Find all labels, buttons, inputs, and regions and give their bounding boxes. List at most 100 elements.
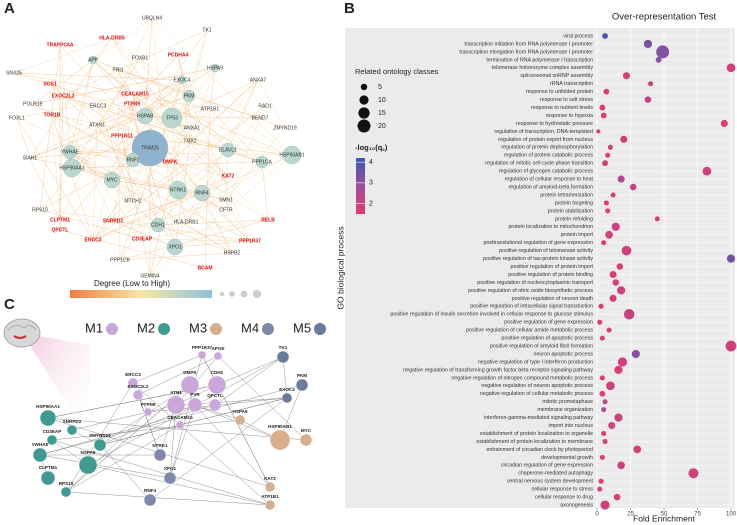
y-tick-label: positive regulation of intracellular sig… (470, 304, 593, 310)
edge (181, 79, 251, 242)
dot (602, 399, 608, 405)
node-label: PPP1R11 (111, 133, 133, 139)
edge (71, 57, 141, 169)
dot (654, 216, 660, 222)
edge (111, 37, 233, 254)
edge (217, 355, 307, 441)
y-tick-label: response to hypoxia (546, 113, 593, 119)
y-tick-label: chaperone-mediated autophagy (518, 471, 593, 477)
node (276, 350, 290, 364)
y-tick-label: axonogenesis (560, 502, 593, 508)
edge (111, 179, 179, 191)
edge (111, 37, 229, 151)
y-tick-label: protein tetramerization (540, 192, 593, 198)
node-label: PCDHA4 (168, 52, 189, 58)
node-label: BEND7 (252, 115, 269, 121)
dot (720, 119, 728, 128)
y-tick-label: response to nutrient levels (531, 105, 593, 111)
node-label: PTPN9 (141, 402, 156, 407)
y-tick-label: posttranslational regulation of gene exp… (483, 240, 593, 246)
node (46, 434, 58, 446)
x-tick-label: 50 (661, 512, 668, 518)
y-tick-label: positive regulation of nucleocytoplasmic… (477, 280, 593, 286)
dot (609, 294, 617, 302)
node-label: APOE (211, 346, 224, 351)
edge (214, 356, 284, 406)
edge (39, 103, 133, 211)
edge (92, 200, 134, 241)
y-tick-label: protein refolding (555, 216, 593, 222)
edge (92, 59, 229, 177)
dot (599, 390, 606, 397)
y-tick-label: regulation of cellular response to heat (505, 177, 594, 183)
node (136, 107, 154, 125)
y-tick-label: establishment of protein localization to… (476, 439, 593, 445)
edge (51, 114, 94, 241)
edge (149, 29, 208, 277)
size-legend-title: Related ontology classes (355, 67, 439, 76)
edge (69, 59, 94, 153)
edge (13, 72, 211, 110)
y-tick-label: regulation of protein catabolic process (504, 153, 594, 159)
edge (47, 417, 307, 441)
y-tick-label: positive regulation of protein binding (508, 272, 593, 278)
y-tick-label: regulation of transcription, DNA-templat… (494, 129, 593, 135)
node-label: HSP90AA1 (36, 404, 60, 409)
edge (69, 151, 134, 202)
node-label: SMN1 (219, 197, 233, 203)
dot (644, 96, 652, 103)
y-tick-label: developmental growth (541, 455, 593, 461)
edge (49, 83, 134, 161)
dot (610, 192, 616, 198)
dot (633, 445, 642, 454)
y-tick-label: cellular response to stress (531, 487, 593, 493)
dot (599, 104, 606, 111)
node-label: HLA-DRB1 (174, 219, 199, 225)
node-label: PTPN9 (124, 101, 140, 107)
node (187, 397, 203, 413)
dot (601, 240, 607, 246)
dot (599, 335, 605, 341)
edge (157, 219, 269, 226)
edge (185, 161, 263, 223)
node-label: SNX25 (6, 70, 22, 76)
dot (603, 200, 609, 206)
node-label: HSP90AA1 (59, 165, 85, 171)
node-label: RELB (261, 217, 275, 223)
edge (139, 57, 251, 242)
edge (69, 151, 251, 242)
edge (261, 161, 269, 221)
node (182, 89, 196, 103)
node (207, 375, 227, 395)
y-tick-label: cellular response to drug (535, 495, 593, 501)
edge (39, 159, 134, 211)
y-tick-label: positive regulation of telomerase activi… (499, 248, 593, 254)
y-axis-title: GO biological process (335, 226, 345, 309)
node (88, 55, 98, 65)
node-label: TMX2 (183, 138, 197, 144)
node-label: SNRPD2 (103, 218, 124, 224)
y-tick-label: rRNA transcription (550, 81, 593, 87)
node-label: RAD1 (258, 103, 272, 109)
edge (39, 44, 61, 211)
node-label: HSP90AB1 (279, 152, 305, 158)
y-tick-label: protein import (561, 232, 594, 238)
node (103, 171, 121, 189)
edge (112, 93, 136, 222)
edge (97, 105, 293, 156)
dot (648, 81, 654, 87)
edge (13, 37, 113, 74)
y-tick-label: interferon-gamma-mediated signaling path… (484, 415, 593, 421)
size-legend-dot (358, 107, 370, 119)
node-label: XPO1 (164, 466, 177, 471)
dot (603, 88, 610, 95)
edge (69, 151, 113, 181)
edge (49, 83, 114, 222)
node (93, 438, 107, 452)
dot (599, 375, 605, 381)
edge (188, 95, 229, 151)
edge (51, 114, 143, 240)
dot (613, 493, 621, 501)
node-label: ANXA7 (250, 77, 267, 83)
edge (177, 54, 190, 97)
